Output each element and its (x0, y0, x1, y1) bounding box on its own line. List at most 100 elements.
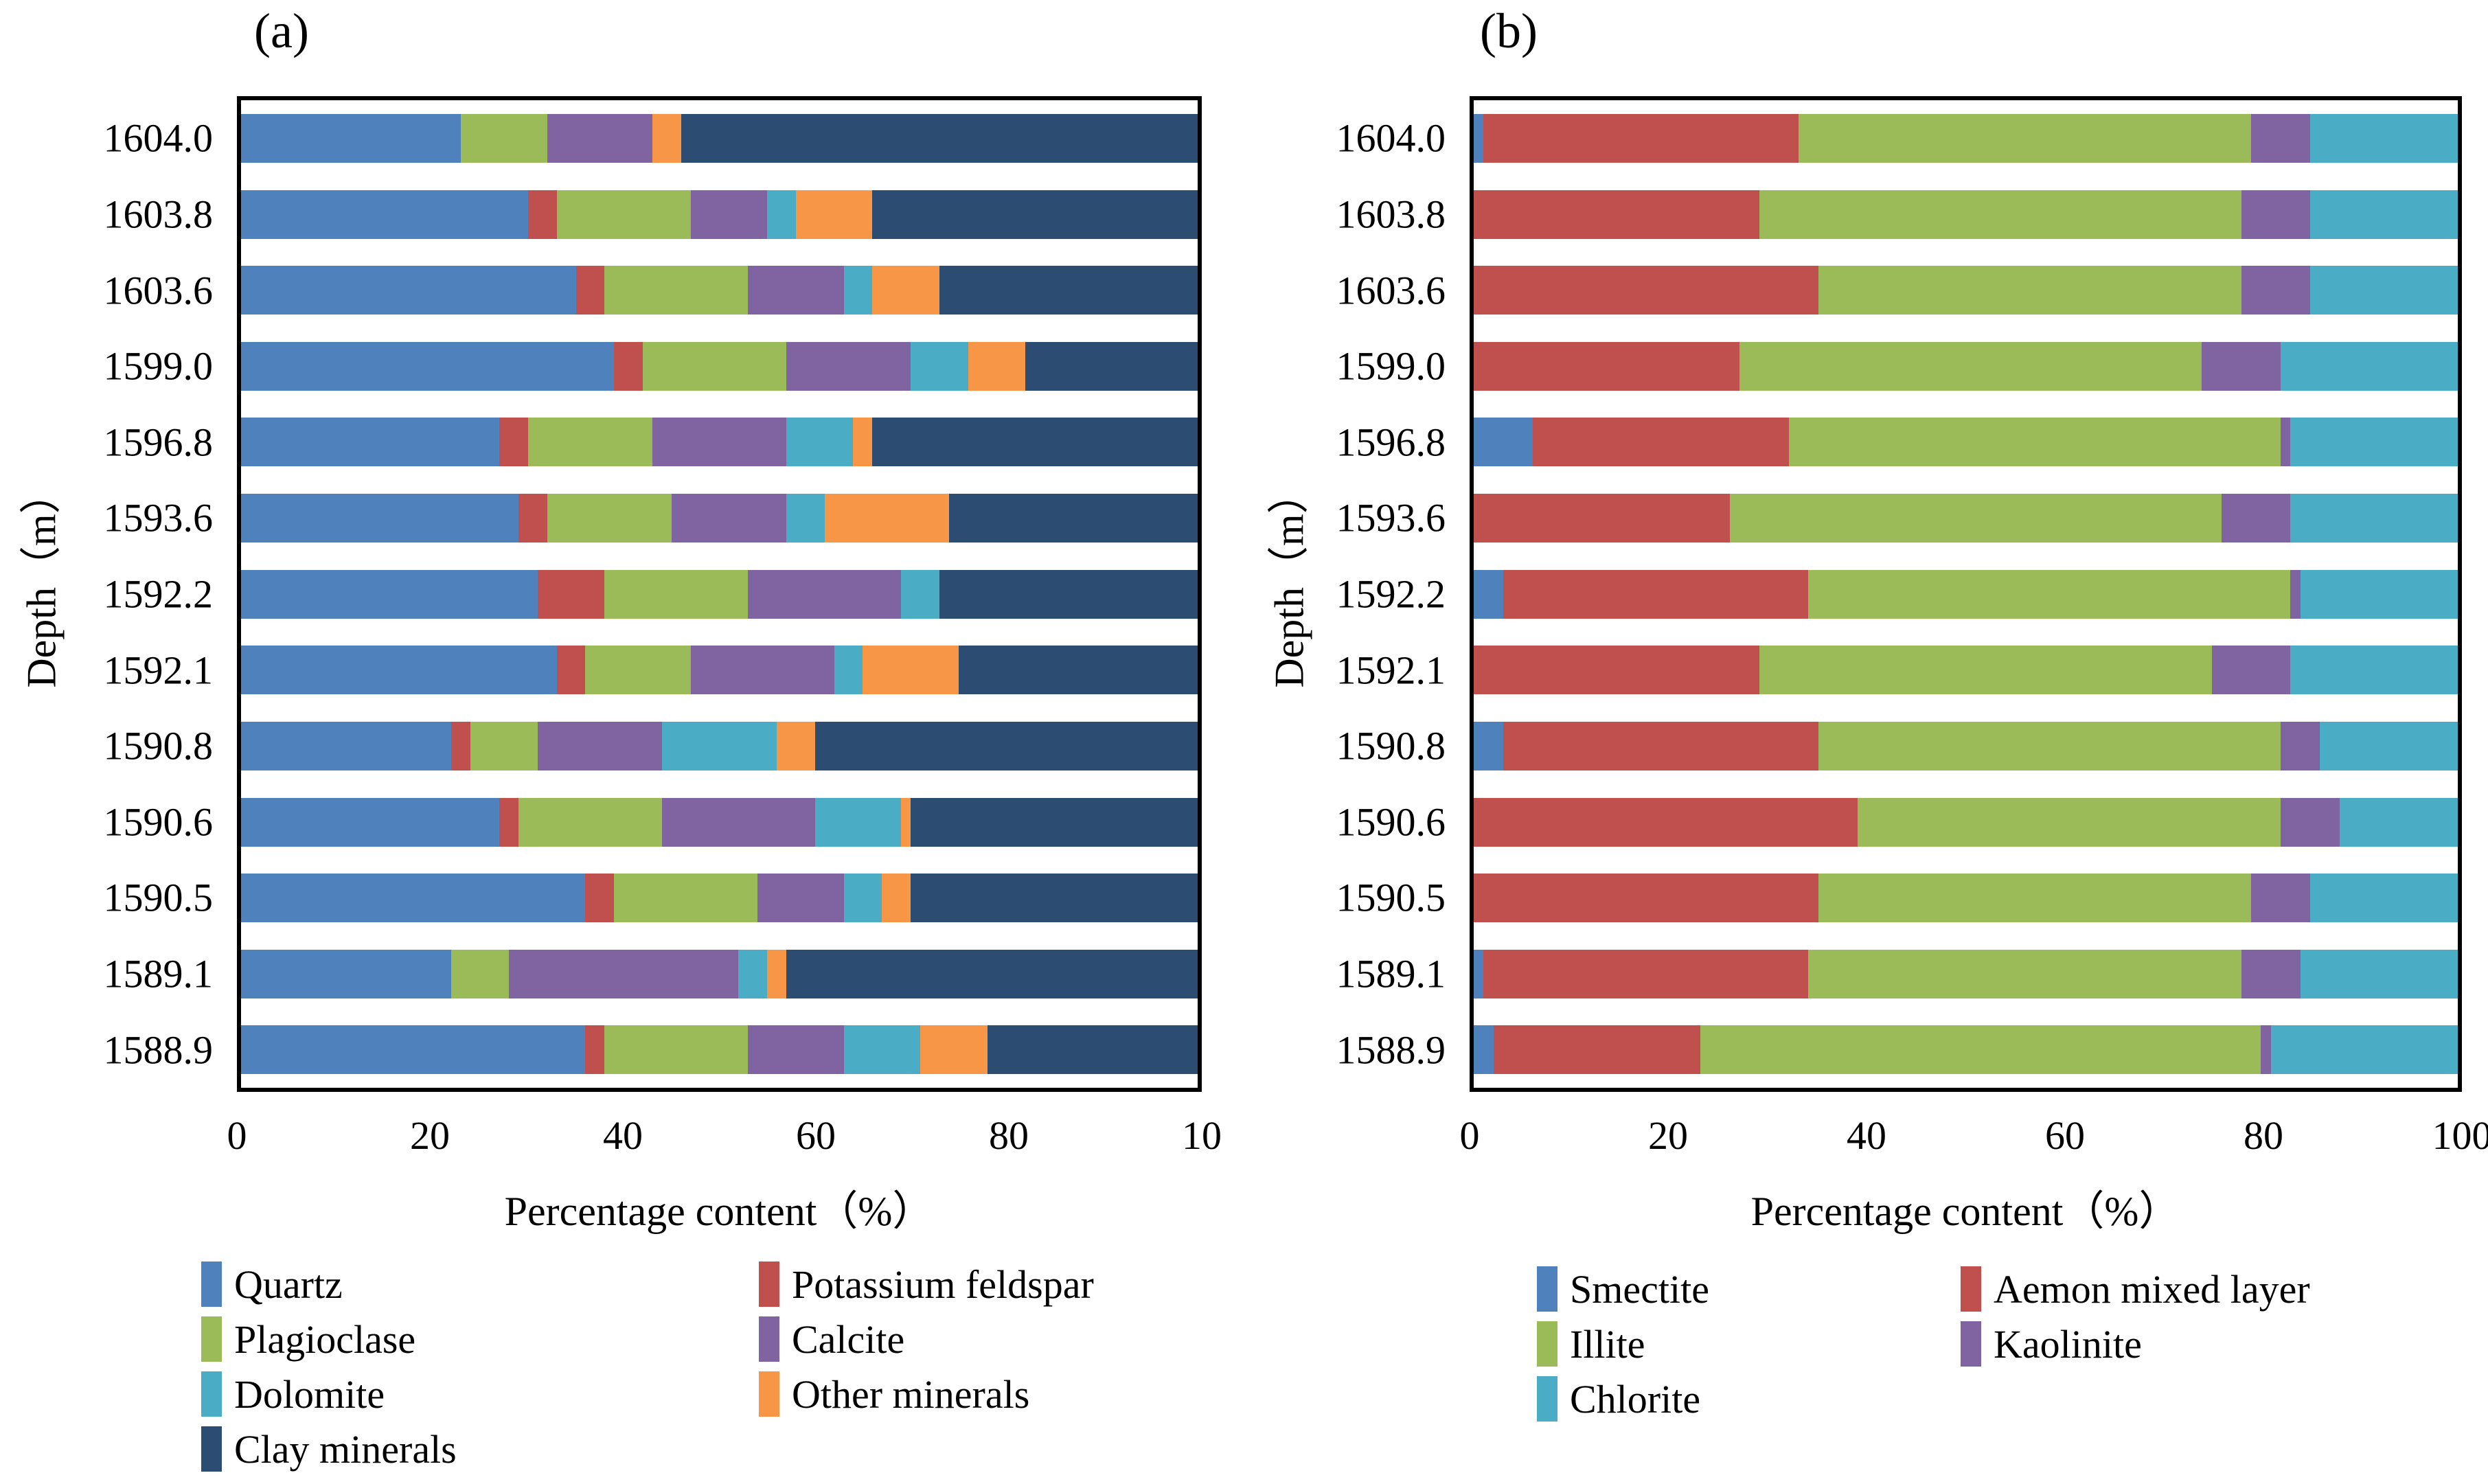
bar-segment-dolomite (843, 266, 873, 315)
legend-swatch (201, 1262, 222, 1307)
legend-label: Other minerals (792, 1371, 1030, 1417)
bar-segment-other-minerals (767, 950, 786, 998)
bar-segment-potassium-feldspar (527, 190, 557, 239)
bar-segment-quartz (241, 950, 452, 998)
bar-segment-quartz (241, 874, 586, 922)
legend-label: Potassium feldspar (792, 1262, 1094, 1307)
bar-segment-plagioclase (614, 874, 758, 922)
bar-row-depth-1590.6 (1474, 798, 2458, 847)
bar-segment-quartz (241, 722, 452, 770)
legend-label: Clay minerals (234, 1426, 457, 1472)
legend-swatch (201, 1371, 222, 1417)
bar-segment-clay-minerals (911, 798, 1198, 847)
bar-segment-chlorite (2300, 570, 2458, 619)
bar-segment-aemon-mixed-layer (1503, 570, 1809, 619)
bar-segment-illite (1808, 570, 2291, 619)
x-tick-label: 0 (227, 1113, 247, 1158)
bar-segment-kaolinite (2251, 114, 2311, 163)
bar-row-depth-1588.9 (241, 1025, 1198, 1074)
panel-b-x-axis-title: Percentage content（%） (1750, 1189, 2180, 1234)
bar-row-depth-1603.8 (1474, 190, 2458, 239)
bar-segment-illite (1788, 418, 2281, 466)
bar-segment-dolomite (911, 342, 968, 391)
bar-row-depth-1604.0 (241, 114, 1198, 163)
x-tick-label: 20 (1648, 1113, 1688, 1158)
bar-segment-plagioclase (470, 722, 538, 770)
bar-segment-calcite (547, 114, 652, 163)
legend-swatch (201, 1316, 222, 1362)
bar-segment-calcite (509, 950, 739, 998)
x-tick-label: 80 (989, 1113, 1029, 1158)
bar-segment-plagioclase (518, 798, 662, 847)
bar-segment-kaolinite (2281, 418, 2291, 466)
depth-label: 1589.1 (1336, 951, 1446, 996)
bar-segment-chlorite (2340, 798, 2458, 847)
bar-segment-calcite (690, 646, 834, 694)
bar-segment-aemon-mixed-layer (1474, 874, 1818, 922)
depth-label: 1604.0 (103, 115, 214, 161)
bar-row-depth-1599.0 (1474, 342, 2458, 391)
legend-label: Chlorite (1570, 1376, 1701, 1422)
bar-segment-clay-minerals (911, 874, 1198, 922)
bar-segment-other-minerals (652, 114, 681, 163)
depth-label: 1603.6 (103, 268, 214, 313)
bar-segment-kaolinite (2251, 874, 2311, 922)
bar-segment-smectite (1474, 722, 1503, 770)
bar-segment-chlorite (2310, 190, 2458, 239)
bar-segment-quartz (241, 494, 518, 543)
bar-segment-potassium-feldspar (575, 266, 605, 315)
bar-segment-calcite (748, 570, 902, 619)
bar-segment-illite (1818, 722, 2281, 770)
depth-label: 1592.1 (103, 648, 214, 693)
depth-label: 1593.6 (103, 495, 214, 540)
bar-segment-chlorite (2290, 418, 2458, 466)
legend-label: Illite (1570, 1321, 1645, 1367)
bar-segment-quartz (241, 114, 461, 163)
depth-label: 1590.5 (1336, 875, 1446, 920)
bar-segment-plagioclase (451, 950, 510, 998)
bar-segment-plagioclase (604, 1025, 749, 1074)
legend-label: Plagioclase (234, 1316, 416, 1362)
x-tick-label: 40 (603, 1113, 643, 1158)
bar-segment-clay-minerals (939, 266, 1198, 315)
bar-segment-kaolinite (2281, 722, 2320, 770)
x-tick-label: 10 (1182, 1113, 1222, 1158)
bar-segment-illite (1798, 114, 2252, 163)
legend-item-chlorite: Chlorite (1537, 1371, 1961, 1426)
bar-segment-dolomite (767, 190, 796, 239)
bar-segment-clay-minerals (872, 418, 1198, 466)
panel-a-title: (a) (254, 3, 309, 58)
bar-segment-illite (1857, 798, 2281, 847)
bar-segment-other-minerals (863, 646, 959, 694)
bar-row-depth-1588.9 (1474, 1025, 2458, 1074)
bar-segment-illite (1818, 266, 2241, 315)
bar-segment-other-minerals (777, 722, 815, 770)
bar-segment-smectite (1474, 1025, 1494, 1074)
depth-label: 1596.8 (103, 420, 214, 465)
bar-segment-potassium-feldspar (499, 418, 528, 466)
bar-row-depth-1603.6 (241, 266, 1198, 315)
bar-segment-chlorite (2320, 722, 2458, 770)
x-tick-label: 100 (2432, 1113, 2488, 1158)
bar-segment-chlorite (2310, 114, 2458, 163)
bar-row-depth-1590.8 (1474, 722, 2458, 770)
bar-segment-quartz (241, 418, 500, 466)
bar-row-depth-1603.6 (1474, 266, 2458, 315)
bar-segment-chlorite (2270, 1025, 2458, 1074)
bar-segment-potassium-feldspar (451, 722, 471, 770)
bar-row-depth-1589.1 (241, 950, 1198, 998)
bar-row-depth-1599.0 (241, 342, 1198, 391)
bar-segment-plagioclase (585, 646, 691, 694)
bar-segment-chlorite (2300, 950, 2458, 998)
bar-segment-dolomite (814, 798, 902, 847)
bar-segment-plagioclase (604, 266, 749, 315)
bar-segment-calcite (690, 190, 768, 239)
panel-b-plot (1470, 96, 2462, 1092)
bar-row-depth-1589.1 (1474, 950, 2458, 998)
bar-segment-illite (1759, 646, 2212, 694)
panel-a-plot (237, 96, 1202, 1092)
bar-segment-dolomite (834, 646, 863, 694)
legend-item-aemon-mixed-layer: Aemon mixed layer (1961, 1262, 2310, 1316)
bar-segment-smectite (1474, 418, 1533, 466)
bar-segment-dolomite (843, 1025, 920, 1074)
